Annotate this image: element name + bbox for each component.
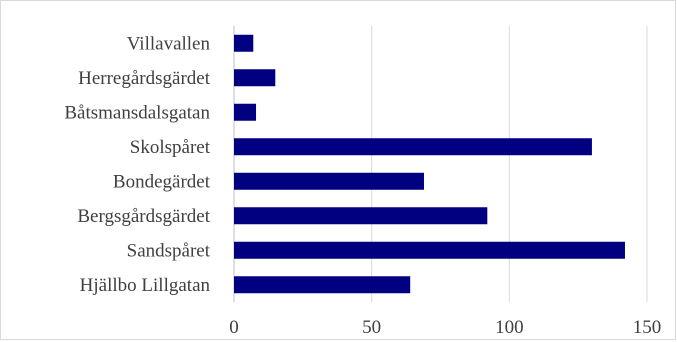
bars — [234, 34, 625, 294]
x-axis-tick-labels: 0 50 100 150 — [229, 317, 661, 338]
category-label: Herregårdsgärdet — [78, 68, 211, 89]
x-tick-label: 150 — [633, 317, 662, 338]
bar — [234, 241, 625, 259]
category-label: Hjällbo Lillgatan — [80, 275, 211, 296]
category-label: Båtsmansdalsgatan — [64, 102, 210, 123]
x-tick-label: 0 — [229, 317, 239, 338]
category-label: Bondegärdet — [113, 171, 211, 192]
bar — [234, 172, 424, 190]
category-label: Bergsgårdsgärdet — [77, 206, 210, 227]
bar — [234, 69, 276, 87]
x-tick-label: 50 — [362, 317, 381, 338]
category-label: Sandspåret — [127, 240, 211, 261]
bar — [234, 103, 257, 121]
category-label: Villavallen — [127, 33, 211, 54]
bar — [234, 34, 254, 52]
category-label: Skolspåret — [130, 137, 211, 158]
x-tick-label: 100 — [495, 317, 524, 338]
bar — [234, 138, 592, 156]
bar — [234, 276, 411, 294]
gridlines — [233, 26, 648, 302]
bar — [234, 207, 488, 225]
category-labels: Villavallen Herregårdsgärdet Båtsmansdalsg… — [64, 33, 210, 296]
